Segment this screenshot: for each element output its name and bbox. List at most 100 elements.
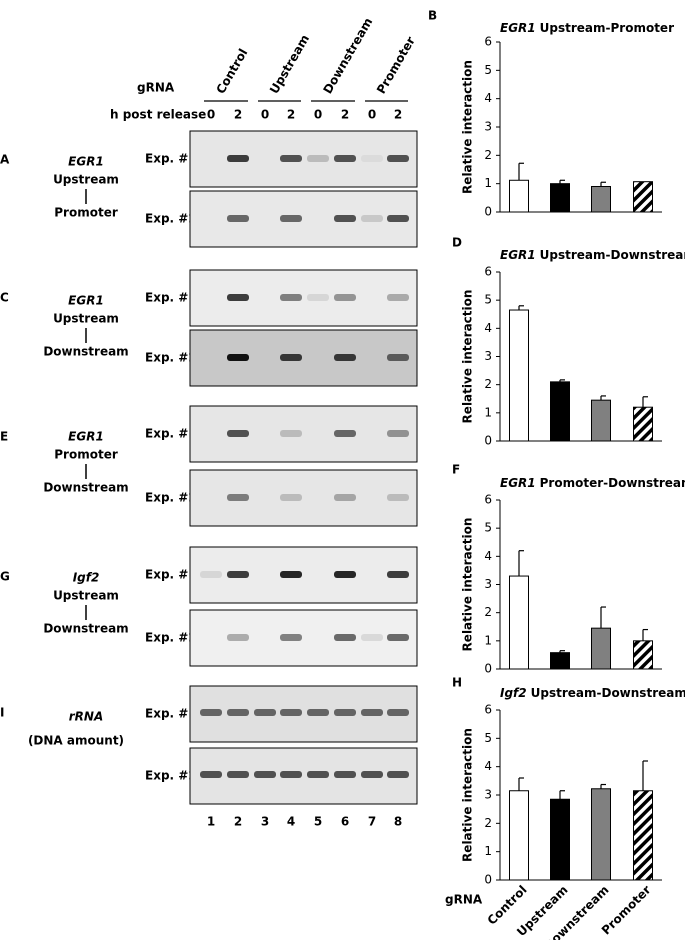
bar bbox=[591, 186, 611, 213]
y-tick-label: 6 bbox=[484, 493, 492, 507]
x-axis-label: gRNA bbox=[445, 893, 483, 907]
gel-band bbox=[307, 155, 329, 162]
gel-band bbox=[361, 215, 383, 222]
gel-band bbox=[227, 430, 249, 437]
time-point: 2 bbox=[234, 108, 242, 122]
panel-letter: F bbox=[452, 463, 460, 477]
gene-label: rRNA bbox=[69, 710, 104, 724]
time-label: h post release bbox=[110, 108, 206, 122]
exp-label: Exp. #1 bbox=[145, 568, 197, 582]
title-gene: Igf2 bbox=[500, 686, 527, 700]
gel-band bbox=[334, 634, 356, 641]
exp-label: Exp. #1 bbox=[145, 152, 197, 166]
gel-band bbox=[280, 155, 302, 162]
y-tick-label: 4 bbox=[484, 549, 492, 563]
chart-title: Igf2 Upstream-Downstream bbox=[500, 686, 685, 700]
bar bbox=[633, 790, 653, 881]
panel-letter: I bbox=[0, 706, 4, 720]
y-tick-label: 4 bbox=[484, 759, 492, 773]
y-tick-label: 1 bbox=[484, 405, 492, 419]
title-text: Upstream-Promoter bbox=[540, 21, 674, 35]
y-tick-label: 0 bbox=[484, 434, 492, 448]
gene-label: EGR1 bbox=[68, 155, 104, 169]
gel-band bbox=[387, 709, 409, 716]
lane-number: 2 bbox=[234, 815, 242, 829]
gel-band bbox=[280, 215, 302, 222]
time-point: 0 bbox=[207, 108, 215, 122]
gel-band bbox=[334, 709, 356, 716]
y-tick-label: 5 bbox=[484, 521, 492, 535]
time-point: 2 bbox=[394, 108, 402, 122]
y-tick-label: 3 bbox=[484, 788, 492, 802]
title-text: Upstream-Downstream bbox=[540, 248, 685, 262]
gel-band bbox=[227, 571, 249, 578]
y-axis-label: Relative interaction bbox=[461, 518, 475, 652]
bar bbox=[550, 183, 570, 213]
gel-band bbox=[227, 215, 249, 222]
gel-band bbox=[387, 571, 409, 578]
time-point: 0 bbox=[314, 108, 322, 122]
group-label: Control bbox=[214, 46, 251, 96]
y-tick-label: 1 bbox=[484, 633, 492, 647]
title-text: Promoter-Downstream bbox=[540, 476, 685, 490]
gel-band bbox=[280, 634, 302, 641]
region-label: Upstream bbox=[53, 589, 119, 603]
gel-band bbox=[387, 155, 409, 162]
y-tick-label: 2 bbox=[484, 377, 492, 391]
bar bbox=[633, 640, 653, 670]
y-tick-label: 5 bbox=[484, 731, 492, 745]
region-label: (DNA amount) bbox=[28, 734, 124, 748]
group-label: Downstream bbox=[321, 15, 376, 96]
region-label: Upstream bbox=[53, 173, 119, 187]
lane-number: 3 bbox=[261, 815, 269, 829]
bar bbox=[633, 181, 653, 213]
gel-image bbox=[189, 269, 418, 327]
gel-band bbox=[280, 709, 302, 716]
exp-label: Exp. #2 bbox=[145, 212, 197, 226]
panel-letter: B bbox=[428, 9, 437, 23]
gel-band bbox=[361, 709, 383, 716]
lane-number: 7 bbox=[368, 815, 376, 829]
y-tick-label: 4 bbox=[484, 91, 492, 105]
gel-band bbox=[387, 294, 409, 301]
gel-band bbox=[387, 771, 409, 778]
bar bbox=[550, 652, 570, 670]
exp-label: Exp. #1 bbox=[145, 427, 197, 441]
gel-band bbox=[307, 294, 329, 301]
y-tick-label: 5 bbox=[484, 293, 492, 307]
gel-band bbox=[307, 771, 329, 778]
chart-title: EGR1 Promoter-Downstream bbox=[500, 476, 685, 490]
gel-band bbox=[227, 771, 249, 778]
gel-image bbox=[189, 546, 418, 604]
title-gene: EGR1 bbox=[500, 21, 536, 35]
gel-band bbox=[334, 215, 356, 222]
gel-band bbox=[361, 155, 383, 162]
gel-band bbox=[254, 709, 276, 716]
panel-letter: H bbox=[452, 676, 462, 690]
region-label: Promoter bbox=[54, 206, 118, 220]
y-tick-label: 6 bbox=[484, 35, 492, 49]
time-point: 0 bbox=[261, 108, 269, 122]
y-tick-label: 3 bbox=[484, 120, 492, 134]
y-tick-label: 0 bbox=[484, 205, 492, 219]
lane-number: 5 bbox=[314, 815, 322, 829]
gel-band bbox=[387, 354, 409, 361]
bar bbox=[591, 627, 611, 670]
exp-label: Exp. #1 bbox=[145, 291, 197, 305]
gel-band bbox=[387, 215, 409, 222]
gel-band bbox=[334, 354, 356, 361]
title-text: Upstream-Downstream bbox=[531, 686, 685, 700]
gel-band bbox=[307, 709, 329, 716]
y-tick-label: 3 bbox=[484, 577, 492, 591]
gel-band bbox=[334, 571, 356, 578]
region-label: Upstream bbox=[53, 312, 119, 326]
y-tick-label: 2 bbox=[484, 148, 492, 162]
gel-band bbox=[254, 771, 276, 778]
y-tick-label: 6 bbox=[484, 265, 492, 279]
time-point: 0 bbox=[368, 108, 376, 122]
gel-band bbox=[334, 430, 356, 437]
gel-band bbox=[280, 294, 302, 301]
region-label: Promoter bbox=[54, 448, 118, 462]
exp-label: Exp. #1 bbox=[145, 707, 197, 721]
